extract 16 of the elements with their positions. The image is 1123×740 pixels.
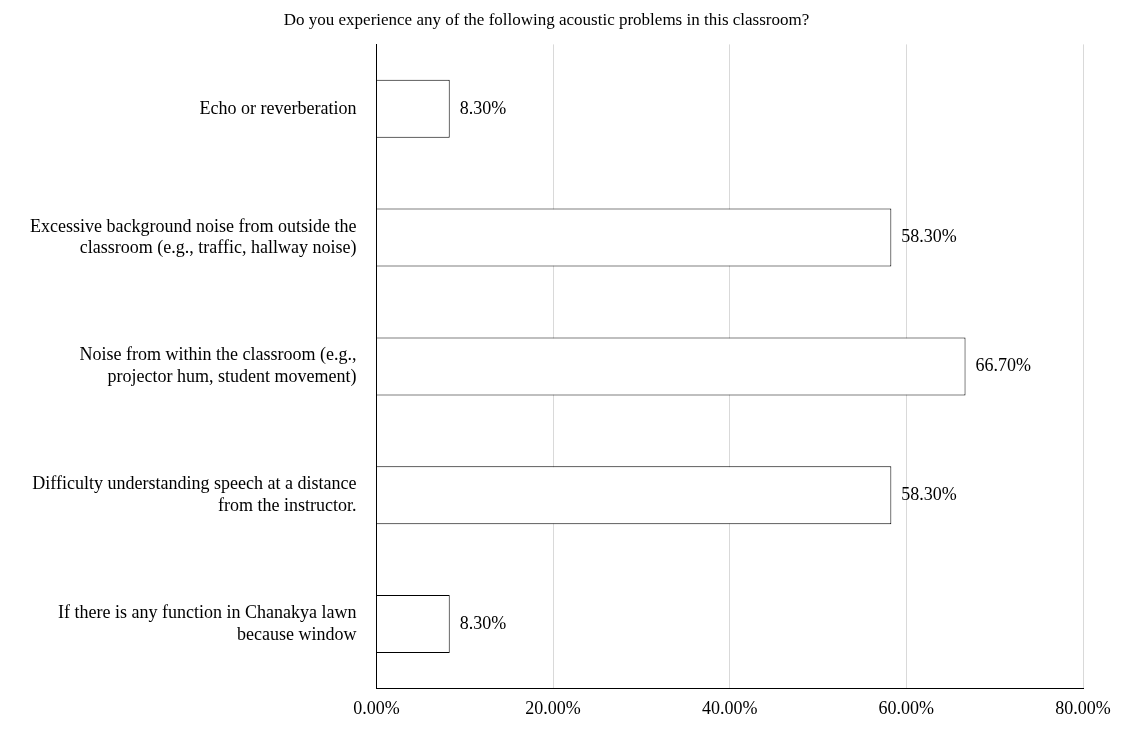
x-tick-label: 40.00%	[701, 697, 758, 718]
y-tick-label: Difficulty understanding speech at a distance from the instructor.	[32, 473, 357, 515]
y-tick-label: Excessive background noise from outside the classroom (e.g., traffic, hallway noise)	[30, 215, 357, 259]
x-tick-label: 0.00%	[353, 697, 400, 718]
y-tick-label: Noise from within the classroom (e.g., projector hum, student movement)	[79, 344, 357, 387]
x-tick-label: 60.00%	[878, 697, 935, 718]
data-label: 8.30%	[459, 97, 507, 118]
data-label: 8.30%	[459, 612, 507, 633]
chart-title: Do you experience any of the following acoustic problems in this classroom?	[283, 9, 810, 29]
x-tick-label: 20.00%	[525, 697, 581, 718]
x-tick-label: 80.00%	[1055, 697, 1111, 718]
y-tick-label: Echo or reverberation	[199, 97, 357, 118]
data-label: 66.70%	[975, 355, 1032, 376]
data-label: 58.30%	[901, 226, 957, 247]
y-tick-label: If there is any function in Chanakya lawn because window	[58, 601, 357, 644]
data-label: 58.30%	[901, 483, 957, 504]
